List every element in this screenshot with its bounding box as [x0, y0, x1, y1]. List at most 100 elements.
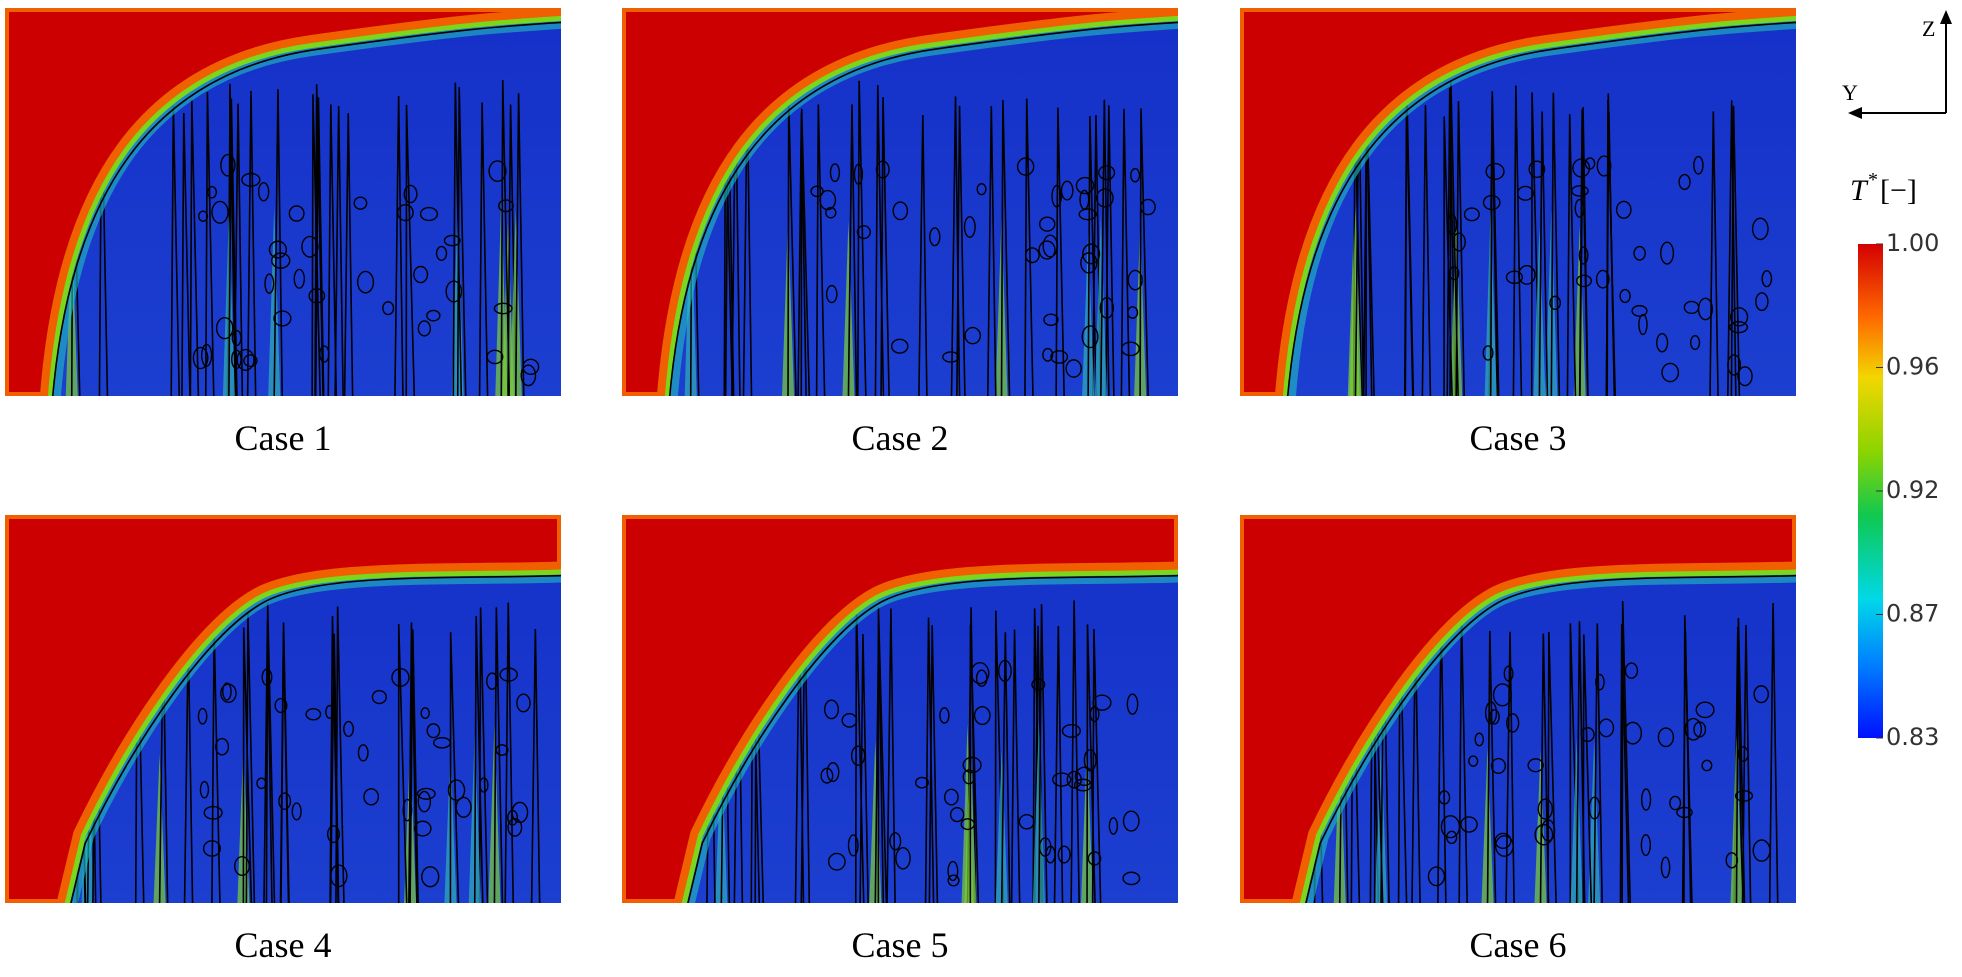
- contour-line: [1741, 625, 1752, 903]
- contour-line: [1512, 85, 1523, 396]
- contour-loop: [1676, 806, 1693, 819]
- contour-loop: [214, 737, 230, 756]
- contour-loop: [853, 163, 864, 186]
- colorbar-unit: [−]: [1880, 174, 1917, 207]
- contour-loop: [264, 273, 275, 294]
- field: [622, 8, 1178, 396]
- contour-line: [1605, 93, 1616, 396]
- hot-region: [1240, 515, 1796, 903]
- contour-loop: [520, 364, 537, 387]
- contour-loop: [1130, 167, 1141, 183]
- contour-loop: [929, 227, 941, 247]
- contour-loop: [1122, 810, 1140, 832]
- contour-loop: [1078, 208, 1097, 221]
- contour-line: [1421, 105, 1432, 396]
- contour-line: [1550, 92, 1561, 396]
- contour-line: [1091, 628, 1102, 903]
- contour-loop: [371, 689, 387, 705]
- contour-line: [859, 634, 869, 903]
- contour-loop: [1018, 814, 1035, 830]
- contour-loop: [363, 788, 380, 806]
- contour-loop: [1108, 817, 1119, 835]
- contour-loop: [291, 802, 302, 821]
- contour-line: [918, 114, 928, 396]
- warm-streak: [509, 209, 522, 396]
- contour-loop: [305, 707, 322, 721]
- contour-line: [1038, 604, 1048, 903]
- colorbar-tick-label: 0.96: [1886, 353, 1939, 381]
- contour-line: [924, 617, 935, 903]
- contour-loop: [1494, 835, 1514, 857]
- contour-loop: [1042, 234, 1059, 258]
- contour-loop: [1595, 269, 1610, 289]
- contour-loop: [1489, 709, 1500, 725]
- contour-loop: [1615, 200, 1632, 219]
- hot-region: [5, 515, 561, 903]
- contour-loop: [329, 864, 348, 888]
- hot-region: [622, 8, 1178, 396]
- contour-loop: [949, 807, 965, 823]
- contour-loop: [1099, 297, 1115, 319]
- contour-loop: [1541, 819, 1556, 842]
- contour-loop: [1571, 185, 1589, 197]
- contour-loop: [1584, 157, 1596, 170]
- contour-loop: [962, 756, 982, 774]
- contour-loop: [1083, 749, 1097, 772]
- contour-line: [847, 104, 858, 396]
- contour-loop: [1080, 252, 1098, 274]
- contour-line: [1681, 631, 1692, 903]
- contour-line: [335, 606, 345, 903]
- contour-loop: [1098, 165, 1116, 181]
- contour-loop: [1074, 766, 1094, 787]
- contour-loop: [1095, 188, 1114, 208]
- contour-panel: [622, 8, 1178, 396]
- contour-loop: [356, 270, 375, 294]
- contour-line: [478, 102, 489, 396]
- contour-line: [1000, 100, 1011, 396]
- contour-line: [1455, 101, 1465, 396]
- contour-loop: [261, 668, 273, 686]
- contour-line: [1000, 632, 1011, 903]
- colorbar-symbol: T: [1850, 174, 1869, 207]
- contour-loop: [413, 265, 429, 284]
- contour-loop: [1045, 845, 1056, 864]
- contour-loop: [1596, 155, 1612, 177]
- contour-loop: [1122, 871, 1141, 886]
- contour-loop: [445, 280, 463, 303]
- contour-loop: [1689, 334, 1701, 351]
- contour-line: [273, 89, 284, 396]
- contour-line: [1287, 21, 1796, 396]
- contour-line: [1486, 630, 1497, 903]
- contour-loop: [1031, 678, 1046, 691]
- contour-line: [242, 627, 253, 903]
- contour-line: [70, 574, 561, 903]
- contour-line: [334, 106, 344, 396]
- contour-line: [1055, 107, 1065, 396]
- contour-loop: [1494, 832, 1512, 850]
- contour-loop: [890, 338, 909, 354]
- contour-loop: [1701, 759, 1713, 772]
- contour-loop: [420, 707, 430, 720]
- contour-loop: [488, 160, 507, 182]
- contour-loop: [1073, 778, 1093, 792]
- contour-loop: [402, 798, 413, 822]
- contour-loop: [1578, 246, 1589, 265]
- contour-loop: [1727, 354, 1742, 376]
- contour-line: [800, 108, 811, 396]
- contour-line: [473, 616, 484, 903]
- contour-loop: [357, 744, 369, 762]
- contour-loop: [1660, 856, 1671, 879]
- contour-loop: [825, 206, 837, 219]
- panel-caption: Case 2: [852, 418, 949, 458]
- contour-loop: [278, 792, 292, 810]
- warm-streak: [1534, 750, 1547, 903]
- contour-loop: [1684, 717, 1703, 741]
- contour-line: [1538, 111, 1549, 396]
- contour-line: [449, 632, 460, 903]
- contour-loop: [396, 203, 414, 222]
- contour-line: [1305, 574, 1796, 903]
- contour-loop: [829, 163, 841, 183]
- contour-loop: [976, 183, 987, 196]
- contour-panel: [5, 8, 561, 396]
